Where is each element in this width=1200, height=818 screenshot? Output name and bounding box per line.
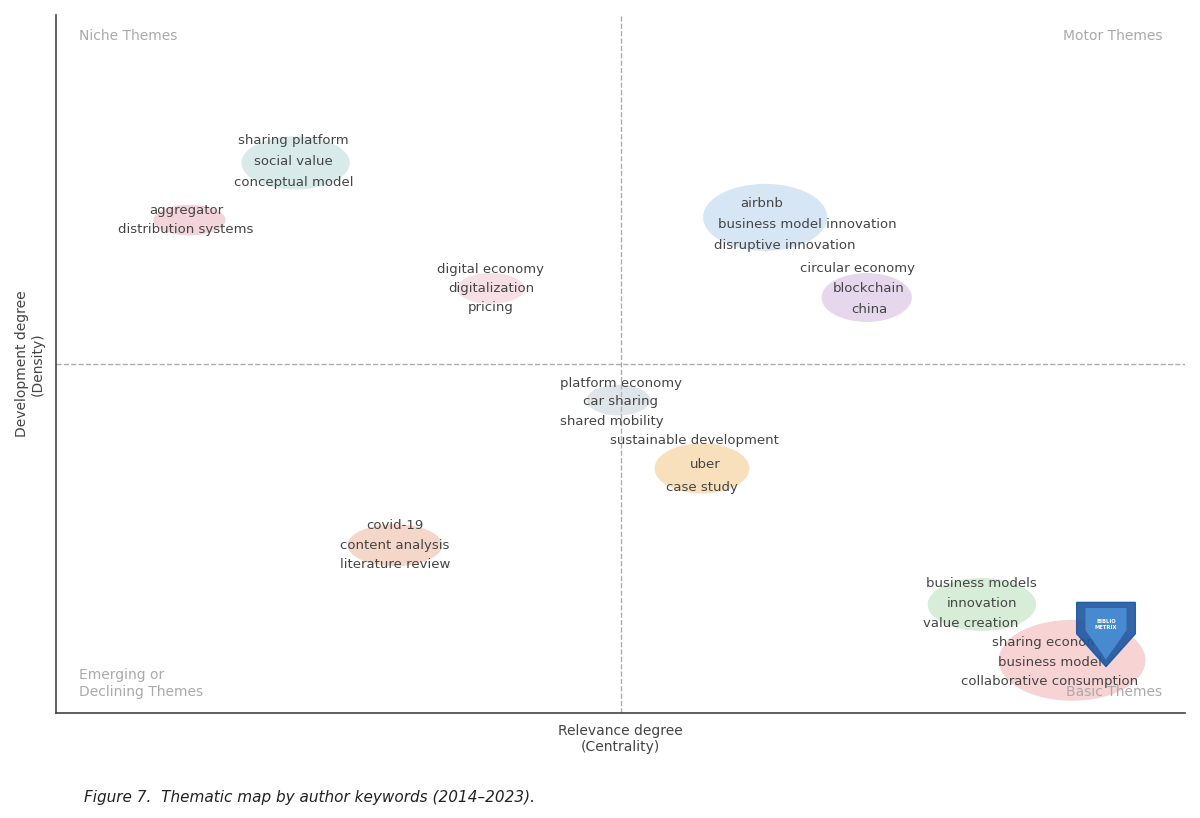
Text: sharing platform: sharing platform (238, 134, 349, 147)
Text: case study: case study (666, 481, 738, 494)
Text: circular economy: circular economy (800, 263, 916, 276)
Text: business model: business model (997, 656, 1102, 669)
Y-axis label: Development degree
(Density): Development degree (Density) (14, 290, 46, 437)
Text: BIBLIO
METRIX: BIBLIO METRIX (1094, 619, 1117, 630)
Text: sharing economy: sharing economy (992, 636, 1108, 649)
Ellipse shape (928, 578, 1036, 631)
Text: car sharing: car sharing (583, 395, 658, 408)
Text: digitalization: digitalization (448, 282, 534, 295)
Ellipse shape (822, 273, 912, 322)
Text: Figure 7.  Thematic map by author keywords (2014–2023).: Figure 7. Thematic map by author keyword… (84, 790, 535, 805)
Text: shared mobility: shared mobility (560, 415, 664, 428)
Text: value creation: value creation (923, 617, 1019, 630)
Text: Motor Themes: Motor Themes (1063, 29, 1163, 43)
Ellipse shape (703, 184, 827, 251)
Text: Basic Themes: Basic Themes (1067, 685, 1163, 699)
Polygon shape (1076, 602, 1135, 667)
Ellipse shape (998, 620, 1146, 701)
Text: content analysis: content analysis (341, 539, 450, 551)
Text: china: china (851, 303, 887, 316)
Ellipse shape (348, 524, 443, 566)
Polygon shape (1086, 608, 1127, 659)
Text: distribution systems: distribution systems (119, 222, 253, 236)
Text: blockchain: blockchain (833, 282, 905, 295)
Text: digital economy: digital economy (437, 263, 545, 276)
Text: Emerging or
Declining Themes: Emerging or Declining Themes (79, 668, 203, 699)
Text: conceptual model: conceptual model (234, 176, 353, 189)
Text: aggregator: aggregator (149, 204, 223, 217)
Text: uber: uber (690, 458, 721, 471)
Ellipse shape (457, 273, 524, 303)
Ellipse shape (241, 137, 349, 190)
Text: platform economy: platform economy (559, 377, 682, 390)
Text: covid-19: covid-19 (366, 519, 424, 533)
Text: business model innovation: business model innovation (718, 218, 896, 231)
Text: innovation: innovation (947, 597, 1018, 610)
Ellipse shape (154, 204, 226, 236)
Text: social value: social value (254, 155, 332, 168)
Text: pricing: pricing (468, 302, 514, 314)
Text: business models: business models (926, 577, 1037, 590)
Text: collaborative consumption: collaborative consumption (961, 676, 1138, 689)
Text: Niche Themes: Niche Themes (79, 29, 178, 43)
Ellipse shape (587, 384, 650, 416)
X-axis label: Relevance degree
(Centrality): Relevance degree (Centrality) (558, 724, 683, 754)
Ellipse shape (654, 443, 749, 493)
Text: literature review: literature review (340, 558, 450, 571)
Text: sustainable development: sustainable development (610, 434, 779, 447)
Text: airbnb: airbnb (740, 197, 784, 210)
Text: disruptive innovation: disruptive innovation (714, 239, 856, 252)
